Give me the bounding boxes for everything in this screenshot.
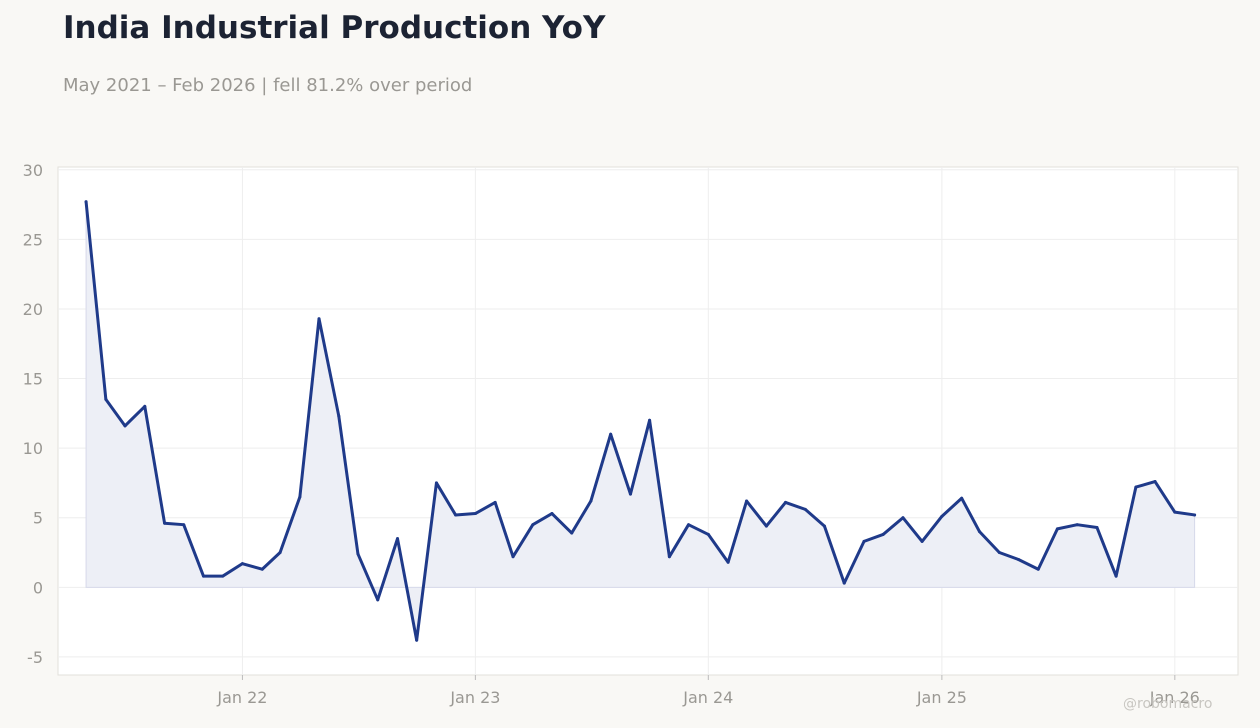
y-tick-label: -5 [27,648,43,667]
y-tick-label: 0 [33,578,43,597]
data-point [570,531,574,535]
data-point [589,499,593,503]
data-point [1036,567,1040,571]
data-point [1193,513,1197,517]
data-point [415,638,419,642]
y-tick-label: 20 [23,300,43,319]
data-point [104,397,108,401]
data-point [1016,557,1020,561]
data-point [278,551,282,555]
data-point [123,424,127,428]
data-point [842,581,846,585]
data-point [163,521,167,525]
data-point [376,598,380,602]
data-point [337,414,341,418]
x-tick-label: Jan 22 [216,688,267,707]
y-tick-label: 15 [23,370,43,389]
y-tick-label: 10 [23,439,43,458]
data-point [240,562,244,566]
data-point [667,555,671,559]
data-point [221,574,225,578]
data-point [822,524,826,528]
y-tick-label: 5 [33,509,43,528]
data-point [1055,527,1059,531]
y-tick-label: 25 [23,230,43,249]
data-point [531,523,535,527]
data-point [1173,510,1177,514]
data-point [862,539,866,543]
data-point [434,481,438,485]
data-point [454,513,458,517]
data-point [143,404,147,408]
x-tick-label: Jan 26 [1149,688,1200,707]
x-tick-label: Jan 24 [682,688,733,707]
data-point [609,432,613,436]
data-point [764,524,768,528]
data-point [84,200,88,204]
x-tick-label: Jan 25 [916,688,967,707]
data-point [803,507,807,511]
data-point [628,492,632,496]
data-point [182,523,186,527]
data-point [726,560,730,564]
data-point [960,496,964,500]
data-point [784,500,788,504]
data-point [687,523,691,527]
data-point [901,516,905,520]
data-point [1075,523,1079,527]
chart-subtitle: May 2021 – Feb 2026 | fell 81.2% over pe… [63,75,473,96]
data-point [511,555,515,559]
data-point [1153,480,1157,484]
data-point [1114,574,1118,578]
chart-title: India Industrial Production YoY [63,10,606,46]
data-point [997,551,1001,555]
data-point [317,317,321,321]
data-point [202,574,206,578]
data-point [920,539,924,543]
data-point [648,418,652,422]
data-point [298,495,302,499]
data-point [745,499,749,503]
data-point [978,530,982,534]
series-line [84,200,1197,642]
data-point [550,512,554,516]
data-point [396,537,400,541]
x-tick-label: Jan 23 [449,688,500,707]
y-tick-label: 30 [23,161,43,180]
data-point [473,512,477,516]
data-point [940,514,944,518]
watermark: @robomacro [1123,696,1213,712]
data-point [1095,525,1099,529]
data-point [1134,485,1138,489]
data-point [706,532,710,536]
data-point [260,567,264,571]
data-point [356,552,360,556]
data-point [493,500,497,504]
data-point [881,532,885,536]
